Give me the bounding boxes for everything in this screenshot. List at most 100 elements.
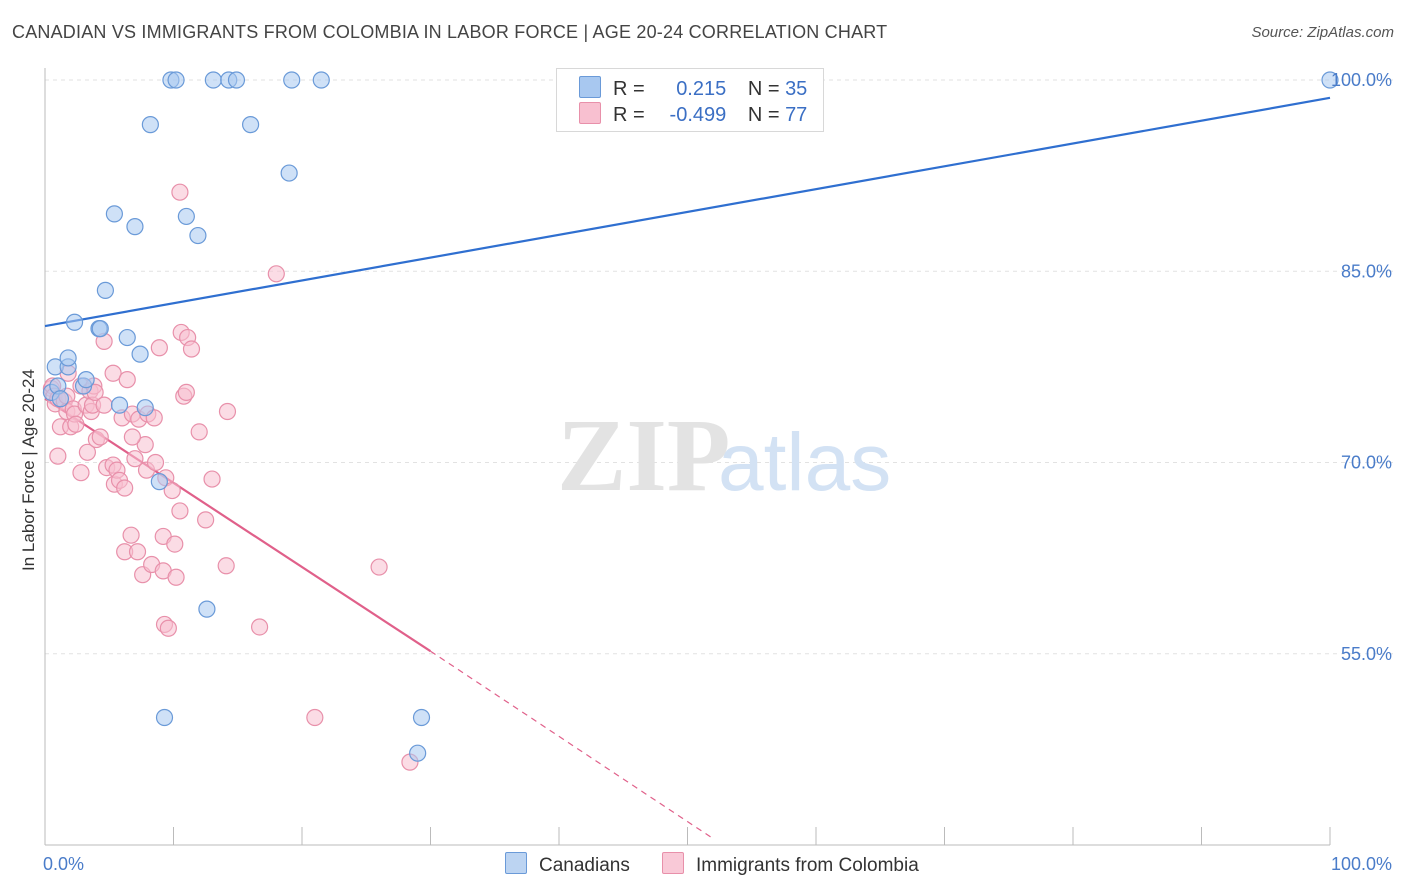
colombia-point xyxy=(136,436,154,454)
colombia-point xyxy=(72,464,90,482)
colombia-point xyxy=(267,265,285,283)
canadians-point xyxy=(51,390,70,408)
colombia-point xyxy=(167,568,185,586)
bottom-legend-colombia: Immigrants from Colombia xyxy=(662,852,919,877)
r-label: R = xyxy=(613,78,645,100)
canadians-point xyxy=(280,164,298,182)
colombia-point xyxy=(306,708,324,727)
colombia-point xyxy=(182,340,201,358)
canadians-point xyxy=(126,218,144,236)
x-tick-label-max: 100.0% xyxy=(1331,854,1392,874)
y-tick-label: 85.0% xyxy=(1341,261,1392,281)
colombia-point xyxy=(67,415,85,433)
canadians-swatch xyxy=(579,76,601,98)
canadians-r-value: 0.215 xyxy=(676,78,727,100)
legend-row-canadians: R = 0.215 N = 35 xyxy=(579,76,807,100)
colombia-point xyxy=(218,402,237,421)
grid xyxy=(45,79,1395,655)
canadians-point xyxy=(131,345,149,363)
canadians-point xyxy=(110,396,129,414)
tick-labels: 55.0% 70.0% 85.0% 100.0% 0.0% 100.0% xyxy=(43,70,1392,874)
colombia-point xyxy=(104,364,122,382)
canadians-point xyxy=(155,708,174,727)
canadians-legend-label: Canadians xyxy=(539,855,630,876)
colombia-point xyxy=(250,618,269,636)
colombia-point xyxy=(146,453,165,472)
canadians-point xyxy=(177,207,195,226)
colombia-point xyxy=(177,383,195,401)
trend-line-1 xyxy=(44,397,432,653)
y-axis-title: In Labor Force | Age 20-24 xyxy=(19,369,38,571)
watermark-atlas: atlas xyxy=(718,417,891,508)
colombia-point xyxy=(118,371,136,389)
x-tick-label-min: 0.0% xyxy=(43,854,84,874)
colombia-point xyxy=(370,558,388,576)
colombia-point xyxy=(123,428,141,446)
canadians-point xyxy=(1321,71,1339,89)
trend-line-0 xyxy=(44,96,1331,328)
legend-row-colombia: R = -0.499 N = 77 xyxy=(579,102,807,126)
colombia-point xyxy=(203,470,221,488)
source-label: Source: ZipAtlas.com xyxy=(1251,24,1394,41)
canadians-point xyxy=(77,371,95,389)
n-label: N = xyxy=(747,104,780,126)
colombia-point xyxy=(190,423,208,441)
canadians-point xyxy=(312,71,330,89)
colombia-n-value: 77 xyxy=(785,104,808,126)
stats-legend: R = 0.215 N = 35 R = -0.499 N = 77 xyxy=(556,68,824,132)
y-tick-label: 100.0% xyxy=(1331,70,1392,90)
canadians-point xyxy=(409,744,427,762)
colombia-point xyxy=(150,339,168,357)
canadians-point xyxy=(141,116,159,134)
canadians-point xyxy=(283,71,301,89)
watermark-zip: ZIP xyxy=(557,398,730,513)
canadians-point xyxy=(204,71,222,89)
canadians-point xyxy=(136,399,154,417)
canadians-point xyxy=(96,281,114,299)
colombia-point xyxy=(128,543,147,561)
colombia-points xyxy=(42,183,419,771)
canadians-n-value: 35 xyxy=(785,78,808,100)
axes xyxy=(44,68,1331,846)
canadians-point xyxy=(198,600,216,618)
y-tick-label: 55.0% xyxy=(1341,644,1392,664)
canadians-point xyxy=(91,320,109,338)
colombia-point xyxy=(116,479,134,497)
colombia-point xyxy=(122,526,140,544)
canadians-point xyxy=(189,226,207,245)
y-tick-label: 70.0% xyxy=(1341,453,1392,473)
trend-line-extension-1 xyxy=(430,650,714,840)
colombia-point xyxy=(163,481,181,500)
colombia-point xyxy=(126,450,144,468)
colombia-r-value: -0.499 xyxy=(669,104,727,126)
r-label: R = xyxy=(613,104,645,126)
colombia-point xyxy=(171,183,189,201)
canadians-points xyxy=(42,71,1339,762)
canadians-legend-swatch xyxy=(505,852,527,874)
colombia-point xyxy=(95,396,113,414)
canadians-point xyxy=(412,708,431,727)
canadians-point xyxy=(65,313,84,331)
colombia-point xyxy=(197,511,215,529)
colombia-point xyxy=(159,619,177,637)
colombia-swatch xyxy=(579,102,601,124)
colombia-legend-label: Immigrants from Colombia xyxy=(696,855,919,876)
canadians-point xyxy=(167,71,185,89)
colombia-point xyxy=(217,557,235,575)
colombia-point xyxy=(171,502,189,520)
colombia-legend-swatch xyxy=(662,852,684,874)
canadians-point xyxy=(150,473,168,491)
canadians-point xyxy=(227,71,246,89)
bottom-legend-canadians: Canadians xyxy=(505,852,630,877)
trend-lines xyxy=(44,96,1331,840)
canadians-point xyxy=(242,116,260,134)
colombia-point xyxy=(91,428,109,446)
chart-title: CANADIAN VS IMMIGRANTS FROM COLOMBIA IN … xyxy=(12,22,888,42)
colombia-point xyxy=(78,443,97,461)
n-label: N = xyxy=(747,78,780,100)
canadians-point xyxy=(59,349,77,367)
canadians-point xyxy=(118,328,136,347)
colombia-point xyxy=(166,535,184,553)
canadians-point xyxy=(105,205,123,223)
